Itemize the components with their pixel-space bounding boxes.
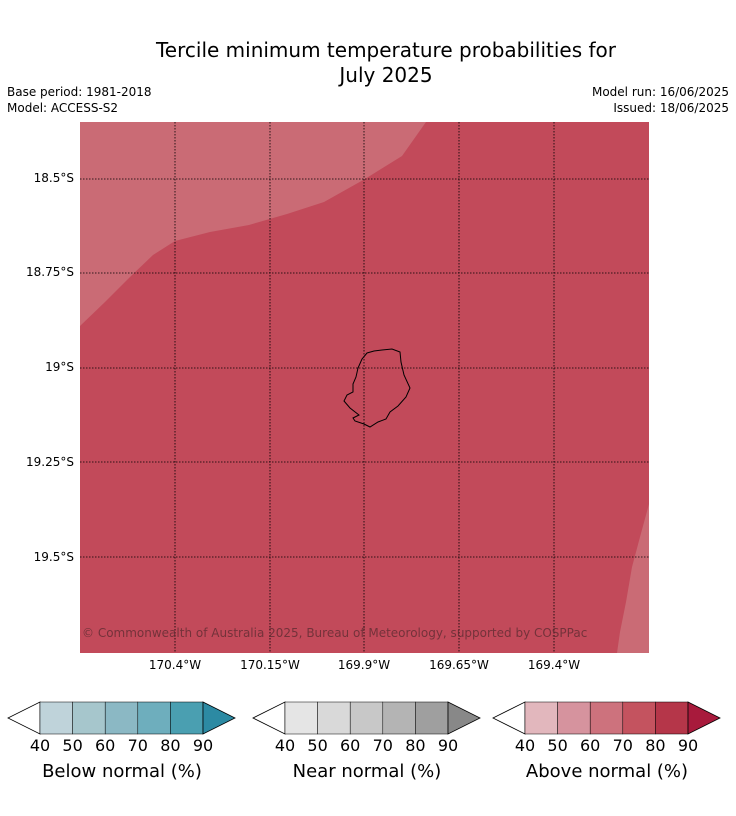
- colorbar-near: [252, 701, 481, 735]
- chart-title: Tercile minimum temperature probabilitie…: [0, 38, 736, 88]
- island-coastline: [343, 348, 411, 428]
- colorbar-near-min-extend: [252, 701, 286, 735]
- colorbar-above-segment-40: [524, 701, 558, 735]
- colorbar-above-segment-60: [589, 701, 624, 735]
- colorbar-above-tick-80: 80: [645, 736, 666, 755]
- colorbar-above-tick-70: 70: [612, 736, 633, 755]
- map-region-upper-left: [80, 122, 426, 326]
- colorbar-below-tick-80: 80: [160, 736, 181, 755]
- colorbar-above-max-extend: [687, 701, 721, 735]
- colorbar-below-min-extend: [7, 701, 41, 735]
- issued-date: Issued: 18/06/2025: [613, 101, 729, 115]
- colorbar-near-segment-40: [284, 701, 318, 735]
- colorbar-near-label: Near normal (%): [292, 761, 442, 782]
- probability-map: © Commonwealth of Australia 2025, Bureau…: [80, 122, 649, 653]
- colorbar-above-label: Above normal (%): [525, 761, 689, 782]
- model-name: Model: ACCESS-S2: [7, 101, 119, 115]
- colorbar-above-tick-90: 90: [677, 736, 699, 755]
- colorbar-below-segment-60: [104, 701, 139, 735]
- colorbar-below-segment-80: [170, 701, 204, 735]
- colorbar-above-segment-50: [557, 701, 591, 735]
- colorbar-above-segment-80: [655, 701, 689, 735]
- colorbar-below-segment-50: [72, 701, 106, 735]
- colorbar-near-tick-90: 90: [437, 736, 459, 755]
- title-line-1: Tercile minimum temperature probabilitie…: [155, 38, 617, 62]
- colorbar-below-segment-40: [39, 701, 73, 735]
- colorbar-near-segment-70: [382, 701, 416, 735]
- colorbar-near-segment-80: [415, 701, 449, 735]
- colorbar-below-tick-40: 40: [29, 736, 51, 755]
- lon-label-169-9: 169.9°W: [337, 658, 391, 672]
- title-line-2: July 2025: [339, 63, 433, 87]
- colorbar-near-segment-60: [349, 701, 384, 735]
- colorbar-near-tick-60: 60: [340, 736, 361, 755]
- colorbar-below-tick-70: 70: [127, 736, 148, 755]
- model-run: Model run: 16/06/2025: [591, 85, 729, 99]
- colorbar-below: [7, 701, 236, 735]
- colorbar-above-min-extend: [492, 701, 526, 735]
- colorbar-near-max-extend: [447, 701, 481, 735]
- lat-label-19-25: 19.25°S: [26, 455, 74, 469]
- colorbar-above-segment-70: [622, 701, 656, 735]
- lon-label-170-4: 170.4°W: [148, 658, 202, 672]
- colorbar-above: [492, 701, 721, 735]
- colorbar-above-tick-40: 40: [514, 736, 536, 755]
- lat-label-19: 19°S: [45, 360, 74, 374]
- colorbar-below-tick-50: 50: [62, 736, 83, 755]
- base-period: Base period: 1981-2018: [7, 85, 152, 99]
- map-region-lower-right: [617, 504, 649, 653]
- colorbar-below-label: Below normal (%): [42, 761, 202, 782]
- lon-label-169-65: 169.65°W: [429, 658, 489, 672]
- colorbar-above-tick-60: 60: [580, 736, 601, 755]
- lon-label-170-15: 170.15°W: [240, 658, 300, 672]
- colorbar-near-tick-40: 40: [274, 736, 296, 755]
- meta-left: Base period: 1981-2018 Model: ACCESS-S2: [7, 84, 152, 116]
- colorbar-near-tick-80: 80: [405, 736, 426, 755]
- meta-right: Model run: 16/06/2025 Issued: 18/06/2025: [592, 84, 729, 116]
- lat-label-18-75: 18.75°S: [26, 265, 74, 279]
- colorbar-below-tick-60: 60: [95, 736, 116, 755]
- colorbar-below-max-extend: [202, 701, 236, 735]
- colorbar-near-tick-70: 70: [372, 736, 393, 755]
- lat-label-19-5: 19.5°S: [33, 550, 74, 564]
- lat-label-18-5: 18.5°S: [33, 171, 74, 185]
- colorbar-below-segment-70: [137, 701, 171, 735]
- grid-lines: [80, 122, 649, 653]
- copyright-text: © Commonwealth of Australia 2025, Bureau…: [82, 626, 587, 640]
- colorbar-near-segment-50: [317, 701, 351, 735]
- lon-label-169-4: 169.4°W: [527, 658, 581, 672]
- colorbar-near-tick-50: 50: [307, 736, 328, 755]
- colorbar-above-tick-50: 50: [547, 736, 568, 755]
- colorbar-below-tick-90: 90: [192, 736, 214, 755]
